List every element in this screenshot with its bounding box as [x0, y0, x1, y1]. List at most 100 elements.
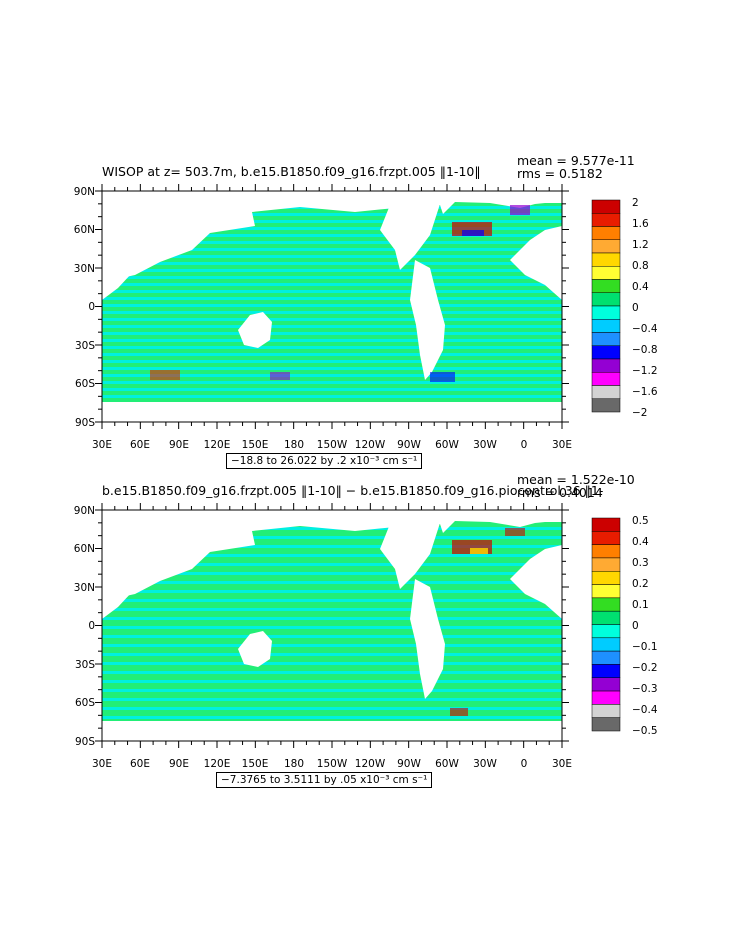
colorbar-swatch	[591, 637, 621, 652]
colorbar-label: 0.1	[632, 599, 649, 611]
colorbar-label: −0.5	[632, 725, 658, 737]
colorbar-label: 0.4	[632, 536, 649, 548]
colorbar-label: 0	[632, 302, 639, 314]
colorbar-swatch	[591, 557, 621, 572]
colorbar-swatch	[591, 358, 621, 373]
lon-label: 60W	[435, 758, 459, 770]
land-antarctica	[102, 721, 562, 741]
colorbar-label: 1.6	[632, 218, 649, 230]
colorbar-swatch	[591, 345, 621, 360]
lat-label: 30N	[74, 582, 95, 594]
lat-label: 30S	[75, 659, 95, 671]
land-africa-mideast	[102, 215, 132, 300]
lon-label: 120W	[355, 439, 386, 451]
panel-1-lon-labels: 30E 60E 90E 120E 150E 180 150W 120W 90W …	[92, 439, 572, 451]
lon-label: 90W	[397, 758, 421, 770]
lon-label: 90W	[397, 439, 421, 451]
colorbar-swatch	[591, 544, 621, 559]
hotspot-nordic-seas	[505, 528, 525, 536]
lat-label: 0	[88, 620, 95, 632]
land-eurasia-north	[102, 516, 562, 601]
lon-label: 30E	[552, 758, 572, 770]
colorbar-label: −0.8	[632, 344, 658, 356]
land-polar-north	[102, 191, 562, 197]
colorbar-swatch	[591, 571, 621, 585]
panel-2-colorbar	[591, 517, 621, 732]
panel-1: WISOP at z= 503.7m, b.e15.B1850.f09_g16.…	[74, 153, 658, 451]
colorbar-swatch	[591, 226, 621, 240]
lat-label: 90N	[74, 505, 95, 517]
land-south-america	[410, 579, 445, 699]
panel-2-lon-labels: 30E 60E 90E 120E 150E 180 150W 120W 90W …	[92, 758, 572, 770]
lat-label: 90S	[75, 736, 95, 748]
colorbar-label: 0.4	[632, 281, 649, 293]
panel-1-map	[95, 184, 569, 429]
lon-label: 90E	[169, 758, 189, 770]
colorbar-label: −0.2	[632, 662, 658, 674]
lat-label: 60S	[75, 378, 95, 390]
land-australia	[238, 312, 272, 348]
colorbar-swatch	[591, 239, 621, 254]
lon-label: 60E	[130, 758, 150, 770]
panel-1-ticks	[95, 184, 569, 429]
colorbar-swatch	[591, 252, 621, 267]
panel-2-rms: rms = 0.4014	[517, 485, 603, 500]
lon-label: 150E	[242, 758, 269, 770]
land-south-america	[410, 260, 445, 380]
colorbar-swatch	[591, 319, 621, 333]
land-north-america	[380, 523, 440, 589]
lon-label: 30W	[473, 758, 497, 770]
land-africa-west	[510, 226, 562, 300]
lat-label: 60S	[75, 697, 95, 709]
lon-label: 150W	[317, 439, 348, 451]
lon-label: 180	[284, 439, 304, 451]
lat-label: 30S	[75, 340, 95, 352]
colorbar-label: 0.2	[632, 578, 649, 590]
colorbar-swatch	[591, 704, 621, 718]
land-africa-mideast	[102, 534, 132, 619]
colorbar-swatch	[591, 332, 621, 346]
panel-1-range-label: −18.8 to 26.022 by .2 x10⁻³ cm s⁻¹	[226, 453, 423, 469]
hotspot-nordic-seas	[510, 205, 530, 215]
lat-label: 60N	[74, 224, 95, 236]
panel-2-range-label: −7.3765 to 3.5111 by .05 x10⁻³ cm s⁻¹	[216, 772, 433, 788]
colorbar-label: 0.3	[632, 557, 649, 569]
lon-label: 30E	[92, 758, 112, 770]
panel-2-mean: mean = 1.522e-10	[517, 472, 635, 487]
hotspot-drake-passage	[430, 372, 455, 382]
lon-label: 120E	[204, 758, 231, 770]
lat-label: 90S	[75, 417, 95, 429]
panel-1-colorbar	[591, 199, 621, 413]
hotspot-labrador	[462, 230, 484, 236]
colorbar-swatch	[591, 690, 621, 705]
land-polar-north	[102, 510, 562, 516]
hotspot-south-atlantic	[450, 708, 468, 716]
panel-1-colorbar-labels: 2 1.6 1.2 0.8 0.4 0 −0.4 −0.8 −1.2 −1.6 …	[632, 197, 658, 419]
colorbar-swatch	[591, 664, 621, 678]
land-africa-west	[510, 545, 562, 619]
colorbar-swatch	[591, 266, 621, 280]
panel-2-map	[95, 503, 569, 748]
lat-label: 90N	[74, 186, 95, 198]
lon-label: 150E	[242, 439, 269, 451]
lat-label: 60N	[74, 543, 95, 555]
colorbar-swatch	[591, 624, 621, 639]
colorbar-swatch	[591, 385, 621, 399]
colorbar-swatch	[591, 531, 621, 545]
colorbar-label: −1.6	[632, 386, 658, 398]
panel-2-ticks	[95, 503, 569, 748]
colorbar-swatch	[591, 398, 621, 413]
colorbar-label: 1.2	[632, 239, 649, 251]
land-north-america	[380, 204, 440, 270]
panel-2-title: b.e15.B1850.f09_g16.frzpt.005 ‖1-10‖ − b…	[102, 483, 603, 498]
hotspot-southern-ocean-1	[150, 370, 180, 380]
colorbar-swatch	[591, 717, 621, 732]
hotspot-labrador	[470, 548, 488, 554]
panel-1-title: WISOP at z= 503.7m, b.e15.B1850.f09_g16.…	[102, 164, 481, 179]
panel-1-hotspots	[150, 205, 530, 382]
colorbar-swatch	[591, 677, 621, 692]
lon-label: 60W	[435, 439, 459, 451]
colorbar-label: −0.3	[632, 683, 658, 695]
lon-label: 120W	[355, 758, 386, 770]
lon-label: 180	[284, 758, 304, 770]
